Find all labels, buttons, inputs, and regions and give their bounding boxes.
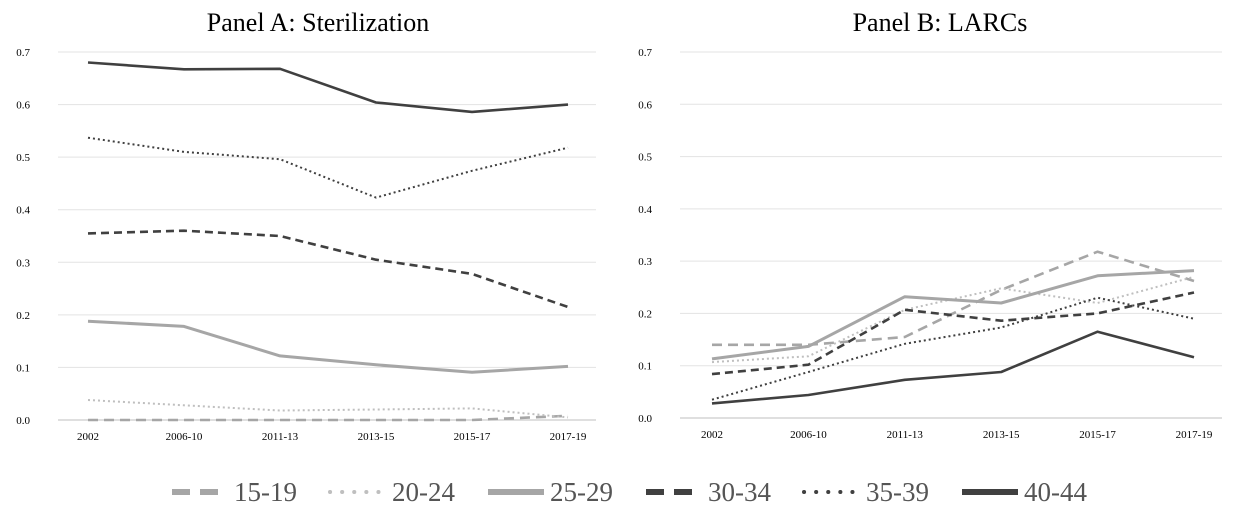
panel-a: Panel A: Sterilization 0.0 0.1 0.2 0.3 0.4 0.5… xyxy=(16,8,596,443)
series-line-25-29 xyxy=(711,269,1195,361)
y-tick-label: 0.0 xyxy=(16,415,30,427)
x-tick-label: 2015-17 xyxy=(454,431,491,443)
series-line-30-34 xyxy=(87,229,569,309)
y-tick-label: 0.6 xyxy=(16,100,30,112)
series-line-15-19 xyxy=(712,250,1195,347)
series-line-40-44 xyxy=(711,330,1195,405)
y-tick-label: 0.2 xyxy=(16,310,30,322)
legend: 15-19 20-24 25-29 30-34 35-39 40-44 xyxy=(172,477,1087,507)
series-line-20-24 xyxy=(87,399,569,419)
y-tick-label: 0.3 xyxy=(638,256,652,268)
y-tick-label: 0.1 xyxy=(16,362,30,374)
legend-label: 25-29 xyxy=(550,477,613,507)
y-tick-label: 0.4 xyxy=(16,205,30,217)
x-tick-label: 2002 xyxy=(77,431,99,443)
series-line-35-39 xyxy=(711,296,1195,401)
series-line-40-44 xyxy=(87,61,569,114)
x-tick-label: 2013-15 xyxy=(983,429,1020,441)
panel-title: Panel A: Sterilization xyxy=(207,8,429,37)
x-tick-label: 2017-19 xyxy=(1176,429,1213,441)
panel-b: Panel B: LARCs 0.0 0.1 0.2 0.3 0.4 0.5 0.6 0.7 20… xyxy=(638,8,1222,441)
y-tick-label: 0.2 xyxy=(638,308,652,320)
y-tick-label: 0.1 xyxy=(638,361,652,373)
x-tick-label: 2015-17 xyxy=(1079,429,1116,441)
y-tick-label: 0.3 xyxy=(16,257,30,269)
x-tick-label: 2011-13 xyxy=(262,431,299,443)
y-tick-label: 0.6 xyxy=(638,99,652,111)
series-line-30-34 xyxy=(711,291,1195,376)
x-tick-label: 2013-15 xyxy=(358,431,395,443)
x-tick-label: 2006-10 xyxy=(790,429,827,441)
legend-label: 15-19 xyxy=(234,477,297,507)
legend-label: 30-34 xyxy=(708,477,771,507)
series-line-25-29 xyxy=(87,319,569,374)
legend-label: 20-24 xyxy=(392,477,455,507)
series-line-35-39 xyxy=(87,136,569,199)
y-tick-label: 0.4 xyxy=(638,204,652,216)
series-line-20-24 xyxy=(711,275,1195,364)
x-tick-label: 2011-13 xyxy=(887,429,924,441)
y-tick-label: 0.7 xyxy=(638,47,652,59)
legend-label: 40-44 xyxy=(1024,477,1087,507)
series-line-15-19 xyxy=(88,414,569,422)
y-tick-label: 0.5 xyxy=(16,152,30,164)
y-tick-label: 0.5 xyxy=(638,152,652,164)
y-tick-label: 0.7 xyxy=(16,47,30,59)
x-tick-label: 2017-19 xyxy=(550,431,587,443)
legend-label: 35-39 xyxy=(866,477,929,507)
x-tick-label: 2006-10 xyxy=(166,431,203,443)
y-tick-label: 0.0 xyxy=(638,413,652,425)
x-tick-label: 2002 xyxy=(701,429,723,441)
panel-title: Panel B: LARCs xyxy=(853,8,1028,37)
